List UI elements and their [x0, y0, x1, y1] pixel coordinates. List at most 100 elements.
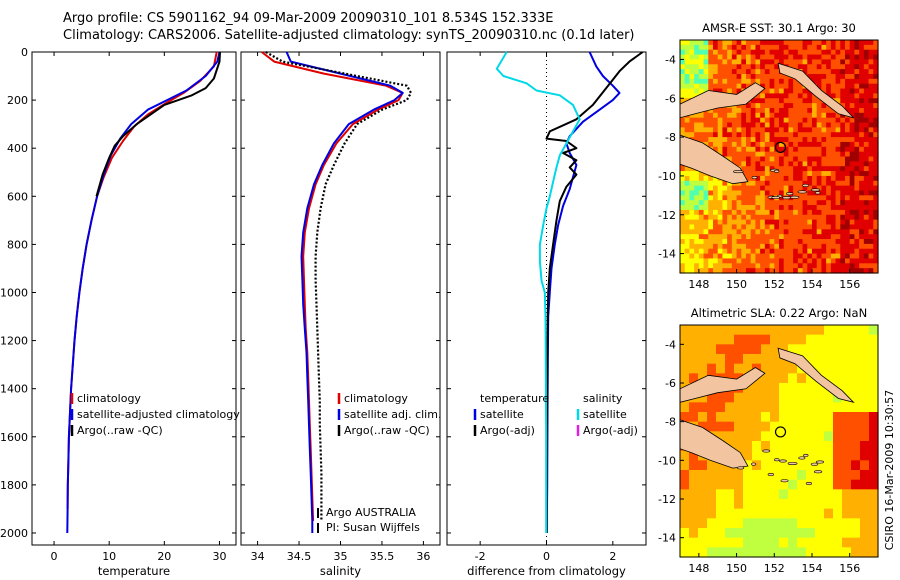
sst_map-cell — [821, 161, 827, 167]
sst_map-cell — [845, 78, 851, 85]
difference-legend-right-1-label: satellite — [583, 408, 627, 421]
sst_map-cell — [812, 64, 818, 70]
sla_map-cell — [851, 354, 861, 365]
sst_map-cell — [859, 268, 865, 274]
sst_map-cell — [802, 205, 808, 211]
sst_map-cell — [694, 78, 700, 85]
sst_map-cell — [727, 146, 733, 153]
sst_map-cell — [736, 239, 742, 245]
sst_map-cell — [873, 117, 879, 124]
sst_map-cell — [797, 54, 804, 61]
sst_map-xtick-label: 148 — [688, 278, 709, 291]
sst_map-cell — [826, 268, 832, 274]
sst_map-cell — [835, 122, 841, 128]
sst_map-cell — [722, 64, 728, 70]
sst_map-island — [773, 169, 780, 173]
sst_map-cell — [859, 137, 865, 143]
sst_map-cell — [788, 132, 794, 138]
sst_map-cell — [854, 49, 860, 56]
sla_map-cell — [851, 373, 861, 384]
sst_map-cell — [788, 229, 794, 235]
sst_map-cell — [774, 205, 780, 211]
sst_map-cell — [816, 200, 823, 206]
sla_map-cell — [752, 460, 762, 471]
sst_map-cell — [755, 190, 761, 196]
sla_map-cell — [833, 518, 843, 529]
sla_map-cell — [680, 412, 690, 423]
sla_map-cell — [779, 441, 789, 452]
sla_map-cell — [824, 441, 834, 452]
sla_map-cell — [743, 412, 753, 423]
sst_map-cell — [750, 156, 757, 162]
sst_map-cell — [797, 156, 804, 162]
sla_map-cell — [770, 441, 780, 452]
sla_map-cell — [842, 441, 852, 452]
sst_map-cell — [849, 219, 856, 226]
sst_map-cell — [807, 112, 813, 119]
sst_map-cell — [717, 185, 724, 192]
sst_map-cell — [755, 64, 761, 70]
sst_map-cell — [859, 127, 865, 133]
sst_map-cell — [830, 83, 837, 90]
sst_map-cell — [812, 98, 818, 104]
sla_map-cell — [734, 325, 744, 336]
sla_map-cell — [734, 402, 744, 413]
sst_map-cell — [750, 59, 757, 65]
sst_map-cell — [741, 234, 747, 240]
sla_map-cell — [734, 518, 744, 529]
sst_map-cell — [845, 156, 851, 162]
sst_map-cell — [807, 229, 813, 235]
sst_map-cell — [689, 175, 695, 182]
sst_map-cell — [868, 127, 874, 133]
sst_map-cell — [812, 224, 818, 230]
sst_map-cell — [736, 263, 742, 269]
sst_map-cell — [774, 54, 780, 61]
sst_map-cell — [835, 175, 841, 182]
sla_map-cell — [806, 460, 816, 471]
sst_map-cell — [788, 185, 794, 192]
sla_map-cell — [716, 489, 726, 500]
sst_map-cell — [783, 98, 790, 104]
sst_map-cell — [731, 127, 738, 133]
sst_map-cell — [760, 93, 766, 99]
sst_map-cell — [807, 40, 813, 46]
sst_map-cell — [797, 234, 804, 240]
sst_map-cell — [802, 49, 808, 56]
sst_map-cell — [849, 243, 856, 250]
sst_map-cell — [840, 69, 846, 75]
sst_map-cell — [722, 137, 728, 143]
sst_map-cell — [717, 49, 724, 56]
sla_map-cell — [797, 528, 807, 539]
sst_map-cell — [694, 83, 700, 90]
sst_map-cell — [797, 243, 804, 250]
sst_map-cell — [826, 180, 832, 187]
sla_map-cell — [761, 441, 771, 452]
sst_map-cell — [845, 209, 851, 216]
sst_map-cell — [727, 112, 733, 119]
sst_map-cell — [797, 40, 804, 46]
sla_map-cell — [869, 489, 879, 500]
sst_map-cell — [769, 258, 775, 264]
sla_map-cell — [752, 470, 762, 481]
sst_map-cell — [746, 239, 752, 245]
sst_map-cell — [760, 59, 766, 65]
sst_map-cell — [840, 180, 846, 187]
sst_map-cell — [727, 69, 733, 75]
sst_map-cell — [797, 175, 804, 182]
sst_map-cell — [859, 64, 865, 70]
sst_map-cell — [694, 49, 700, 56]
sst_map-cell — [816, 44, 823, 51]
sst_map-cell — [708, 54, 714, 61]
sst_map-cell — [821, 151, 827, 158]
sst_map-cell — [694, 263, 700, 269]
sst_map-cell — [703, 205, 709, 211]
sst_map-cell — [830, 268, 837, 274]
sla_map-cell — [725, 518, 735, 529]
sst_map-cell — [802, 69, 808, 75]
sla_map-cell — [743, 528, 753, 539]
sst_map-cell — [830, 224, 837, 230]
sst_map-cell — [788, 258, 794, 264]
sst_map-cell — [859, 239, 865, 245]
sst_map-cell — [821, 49, 827, 56]
sst_map-cell — [750, 185, 757, 192]
